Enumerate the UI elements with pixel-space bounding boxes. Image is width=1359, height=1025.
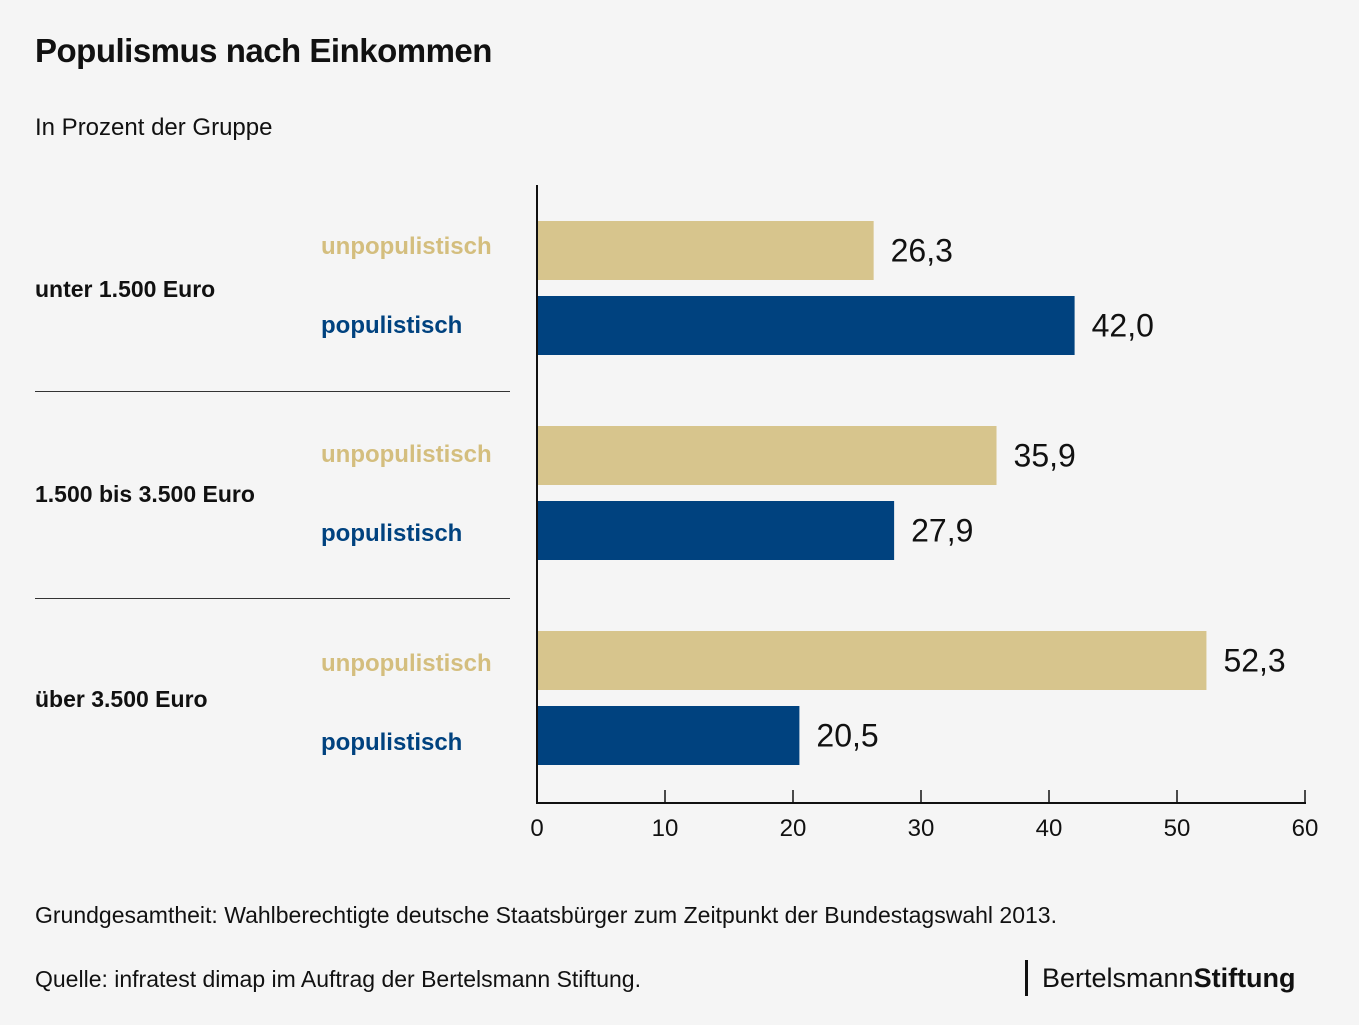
bar-populistisch xyxy=(537,296,1075,355)
bar-unpopulistisch xyxy=(537,221,874,280)
group-label-low-income: unter 1.500 Euro xyxy=(35,276,216,302)
data-label: 27,9 xyxy=(911,513,973,549)
logo-text-regular: Bertelsmann xyxy=(1042,963,1194,993)
x-tick-label: 0 xyxy=(530,815,543,842)
bar-unpopulistisch xyxy=(537,631,1207,690)
data-label: 52,3 xyxy=(1223,643,1285,679)
x-tick-label: 30 xyxy=(908,815,935,842)
x-tick-label: 50 xyxy=(1164,815,1191,842)
bar-populistisch xyxy=(537,501,895,560)
group-separator xyxy=(35,391,510,392)
chart-title: Populismus nach Einkommen xyxy=(35,32,492,69)
bertelsmann-logo: BertelsmannStiftung xyxy=(1025,960,1296,996)
data-label: 20,5 xyxy=(816,718,878,754)
series-label-unpopulistisch: unpopulistisch xyxy=(321,650,492,677)
bar-populistisch xyxy=(537,706,800,765)
group-label-mid-income: 1.500 bis 3.500 Euro xyxy=(35,481,255,507)
x-tick-label: 60 xyxy=(1292,815,1319,842)
bar-unpopulistisch xyxy=(537,426,997,485)
group-label-high-income: über 3.500 Euro xyxy=(35,686,208,712)
series-label-unpopulistisch: unpopulistisch xyxy=(321,441,492,468)
source-note: Quelle: infratest dimap im Auftrag der B… xyxy=(35,966,641,992)
series-label-populistisch: populistisch xyxy=(321,520,463,547)
data-label: 42,0 xyxy=(1092,308,1154,344)
x-tick-label: 40 xyxy=(1036,815,1063,842)
series-label-populistisch: populistisch xyxy=(321,729,463,756)
data-label: 26,3 xyxy=(891,233,953,269)
chart-subtitle: In Prozent der Gruppe xyxy=(35,114,273,141)
data-label: 35,9 xyxy=(1014,438,1076,474)
series-label-unpopulistisch: unpopulistisch xyxy=(321,233,492,260)
population-note: Grundgesamtheit: Wahlberechtigte deutsch… xyxy=(35,902,1057,928)
x-tick-label: 20 xyxy=(780,815,807,842)
group-separator xyxy=(35,598,510,599)
series-label-populistisch: populistisch xyxy=(321,312,463,339)
logo-text-bold: Stiftung xyxy=(1193,963,1296,993)
x-tick-label: 10 xyxy=(652,815,679,842)
